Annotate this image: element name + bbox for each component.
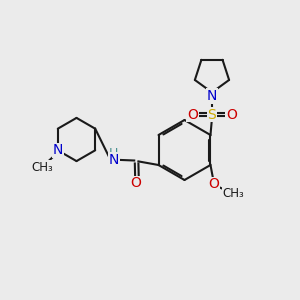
Text: N: N (52, 143, 63, 157)
Text: O: O (208, 178, 219, 191)
Text: H: H (109, 147, 119, 160)
Text: O: O (187, 108, 198, 122)
Text: N: N (207, 89, 217, 103)
Text: CH₃: CH₃ (222, 187, 244, 200)
Text: O: O (226, 108, 237, 122)
Text: CH₃: CH₃ (31, 161, 53, 174)
Text: S: S (208, 108, 216, 122)
Text: N: N (109, 153, 119, 167)
Text: O: O (130, 176, 142, 190)
